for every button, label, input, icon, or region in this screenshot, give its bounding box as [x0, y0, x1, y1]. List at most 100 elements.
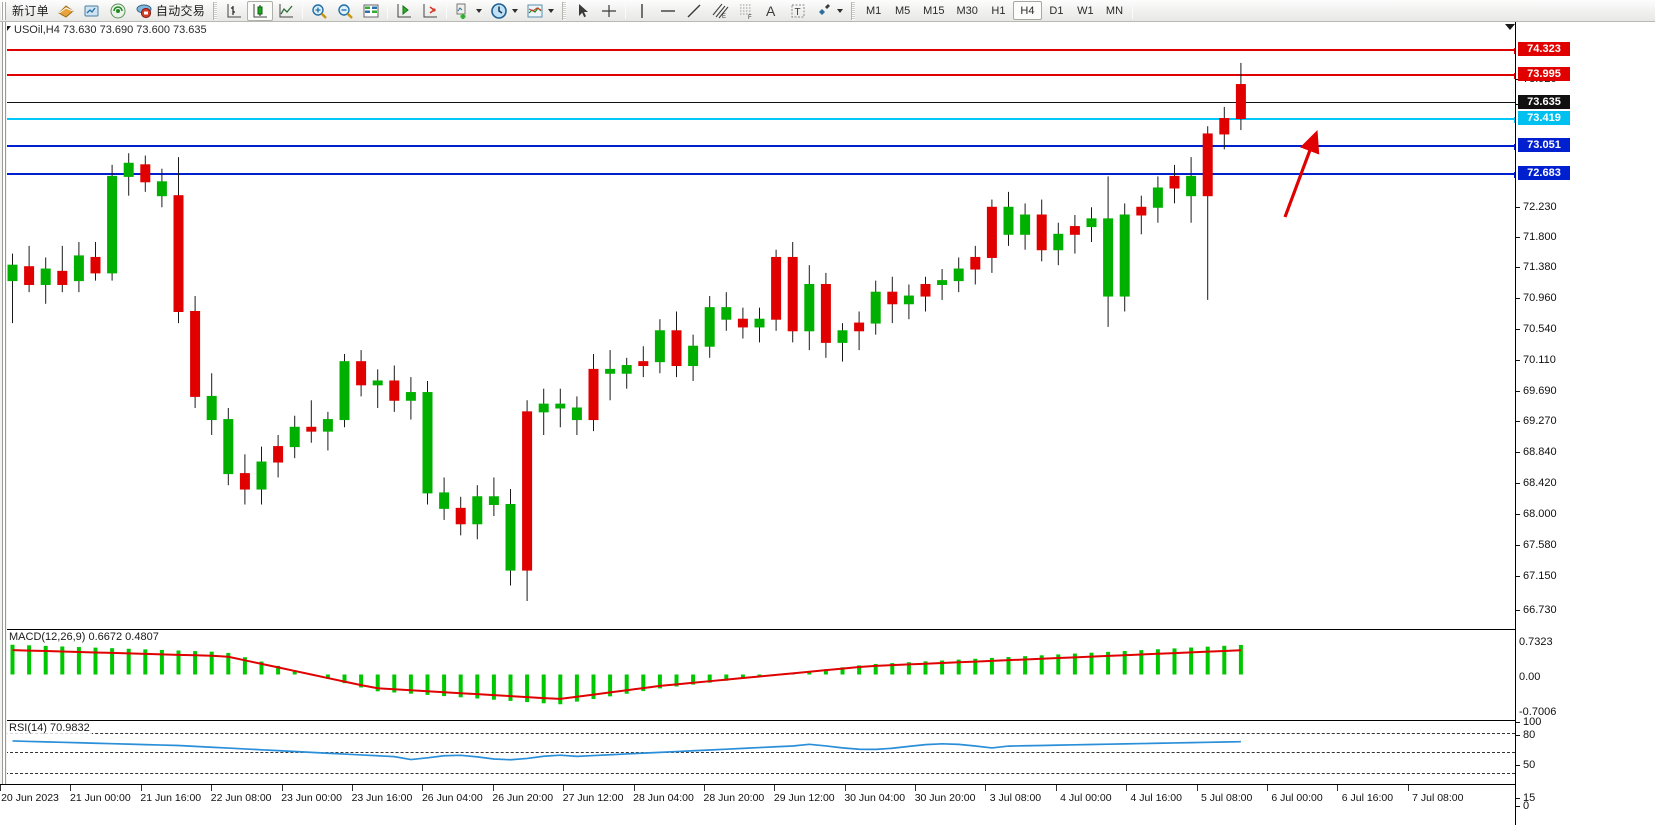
- horizontal-line-icon[interactable]: [655, 1, 681, 21]
- price-axis[interactable]: 73.92073.50072.23071.80071.38070.96070.5…: [1515, 22, 1655, 825]
- chart-scroll-marker-icon[interactable]: [1505, 24, 1515, 30]
- templates-icon[interactable]: [522, 1, 558, 21]
- trendline-icon[interactable]: [681, 1, 707, 21]
- time-label: 5 Jul 08:00: [1200, 792, 1253, 804]
- time-label: 23 Jun 16:00: [351, 792, 413, 804]
- main-toolbar[interactable]: 新订单 自动交易: [0, 0, 1655, 22]
- rsi-tick: 100: [1516, 716, 1541, 729]
- rsi-tick: 15: [1516, 792, 1535, 805]
- signals-icon[interactable]: [105, 1, 131, 21]
- price-tick: 70.960: [1516, 292, 1557, 305]
- add-indicator-icon[interactable]: [450, 1, 486, 21]
- macd-tick: 0.7323: [1519, 636, 1553, 648]
- chevron-down-icon[interactable]: [512, 8, 519, 13]
- cursor-icon[interactable]: [570, 1, 596, 21]
- toolbar-grip-3[interactable]: [562, 1, 567, 20]
- drawing-tools-icon[interactable]: [811, 1, 847, 21]
- time-tick: [492, 785, 494, 791]
- text-label-icon[interactable]: A: [759, 1, 785, 21]
- symbol-dropdown-icon[interactable]: [3, 26, 11, 31]
- data-window-icon[interactable]: [358, 1, 384, 21]
- timeframe-group[interactable]: M1 M5 M15 M30 H1 H4 D1 W1 MN: [859, 1, 1129, 20]
- time-label: 21 Jun 00:00: [70, 792, 131, 804]
- rsi-level-15: [0, 773, 1515, 774]
- take-profit-lower-tag[interactable]: 73.995: [1518, 67, 1570, 81]
- svg-text:T: T: [795, 7, 801, 18]
- market-watch-icon[interactable]: [79, 1, 105, 21]
- macd-pane[interactable]: MACD(12,26,9) 0.6672 0.4807: [0, 629, 1515, 719]
- toolbar-grip-4[interactable]: [851, 1, 856, 20]
- svg-text:A: A: [766, 3, 776, 19]
- price-tick: 68.000: [1516, 508, 1557, 521]
- rsi-pane[interactable]: RSI(14) 70.9832: [0, 720, 1515, 784]
- price-tick: 70.110: [1516, 354, 1556, 367]
- svg-text:F: F: [748, 15, 752, 20]
- time-tick: [985, 785, 987, 791]
- time-label: 27 Jun 12:00: [562, 792, 624, 804]
- expert-advisors-icon[interactable]: [53, 1, 79, 21]
- toolbar-separator-4: [625, 2, 627, 19]
- new-order-label: 新订单: [12, 4, 49, 18]
- time-label: 7 Jul 08:00: [1412, 792, 1464, 804]
- chevron-down-icon[interactable]: [476, 8, 483, 13]
- time-tick: [1337, 785, 1339, 791]
- stop-loss-lower-tag[interactable]: 72.683: [1518, 166, 1570, 180]
- fibonacci-icon[interactable]: F: [733, 1, 759, 21]
- time-tick: [0, 785, 1, 791]
- vertical-line-icon[interactable]: [629, 1, 655, 21]
- toolbar-separator-1: [302, 2, 304, 19]
- candlestick-chart-icon[interactable]: [247, 0, 274, 21]
- chevron-down-icon[interactable]: [837, 8, 844, 13]
- take-profit-upper-tag[interactable]: 74.323: [1518, 42, 1570, 56]
- time-tick: [422, 785, 424, 791]
- price-tick: 69.270: [1516, 415, 1557, 428]
- crosshair-icon[interactable]: [596, 1, 622, 21]
- candlestick-series: [7, 62, 1246, 601]
- timeframe-h1[interactable]: H1: [991, 4, 1006, 17]
- timeframe-h4[interactable]: H4: [1012, 1, 1042, 20]
- chevron-down-icon[interactable]: [548, 8, 555, 13]
- shift-start-icon[interactable]: [391, 1, 417, 21]
- timeframe-m1[interactable]: M1: [865, 4, 882, 17]
- rsi-tick: 50: [1516, 759, 1535, 772]
- chart-area[interactable]: USOil,H4 73.630 73.690 73.600 73.635 MAC…: [0, 22, 1655, 825]
- svg-text:E: E: [722, 14, 726, 20]
- price-tick: 67.150: [1516, 570, 1557, 583]
- bar-chart-icon[interactable]: [221, 1, 247, 21]
- text-box-icon[interactable]: T: [785, 1, 811, 21]
- time-tick: [703, 785, 705, 791]
- current-ask-tag[interactable]: 73.419: [1518, 111, 1570, 125]
- symbol-ohlc-label: USOil,H4 73.630 73.690 73.600 73.635: [14, 24, 207, 36]
- time-label: 20 Jun 2023: [1, 792, 59, 804]
- timeframe-mn[interactable]: MN: [1105, 4, 1124, 17]
- current-bid-tag[interactable]: 73.635: [1518, 95, 1570, 109]
- period-icon[interactable]: [486, 1, 522, 21]
- toolbar-separator-3: [446, 2, 448, 19]
- current-bid-line[interactable]: [0, 102, 1515, 103]
- timeframe-d1[interactable]: D1: [1049, 4, 1064, 17]
- timeframe-m30[interactable]: M30: [956, 4, 978, 17]
- new-order-button[interactable]: 新订单: [8, 1, 53, 21]
- time-tick: [1267, 785, 1269, 791]
- time-tick: [281, 785, 283, 791]
- toolbar-grip-2[interactable]: [213, 1, 218, 20]
- macd-tick: -0.7006: [1519, 706, 1557, 718]
- zoom-in-icon[interactable]: [306, 1, 332, 21]
- rsi-series: [12, 740, 1241, 761]
- price-tick: 70.540: [1516, 323, 1557, 336]
- line-chart-icon[interactable]: [273, 1, 299, 21]
- equidistant-channel-icon[interactable]: E: [707, 1, 733, 21]
- timeframe-m5[interactable]: M5: [894, 4, 911, 17]
- time-axis[interactable]: 20 Jun 2023 21 Jun 00:00 21 Jun 16:00 22 Ju…: [0, 784, 1515, 825]
- shift-end-icon[interactable]: [417, 1, 443, 21]
- zoom-out-icon[interactable]: [332, 1, 358, 21]
- time-label: 22 Jun 08:00: [210, 792, 272, 804]
- rsi-level-80: [0, 733, 1515, 734]
- auto-trading-icon[interactable]: 自动交易: [131, 1, 209, 21]
- toolbar-grip[interactable]: [1, 1, 6, 20]
- timeframe-w1[interactable]: W1: [1077, 4, 1094, 17]
- stop-loss-upper-tag[interactable]: 73.051: [1518, 138, 1570, 152]
- timeframe-m15[interactable]: M15: [923, 4, 945, 17]
- price-pane[interactable]: USOil,H4 73.630 73.690 73.600 73.635: [0, 22, 1520, 628]
- time-tick: [140, 785, 142, 791]
